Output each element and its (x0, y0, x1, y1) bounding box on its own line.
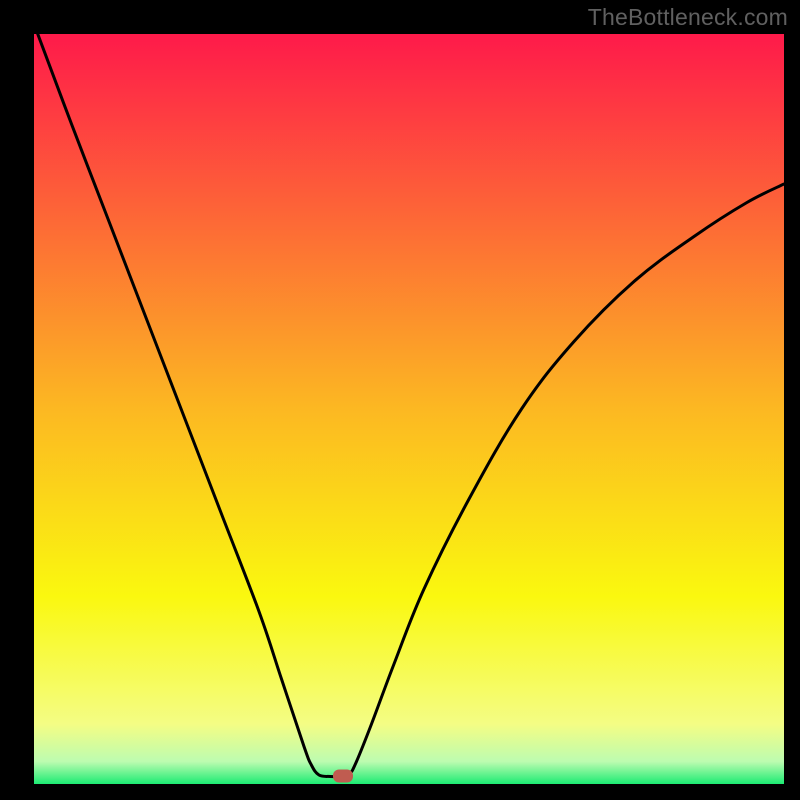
chart-container: TheBottleneck.com (0, 0, 800, 800)
curve-path (38, 34, 784, 777)
bottleneck-curve (34, 34, 784, 784)
watermark-text: TheBottleneck.com (588, 4, 788, 31)
plot-gradient-area (34, 34, 784, 784)
optimum-marker (333, 769, 353, 782)
